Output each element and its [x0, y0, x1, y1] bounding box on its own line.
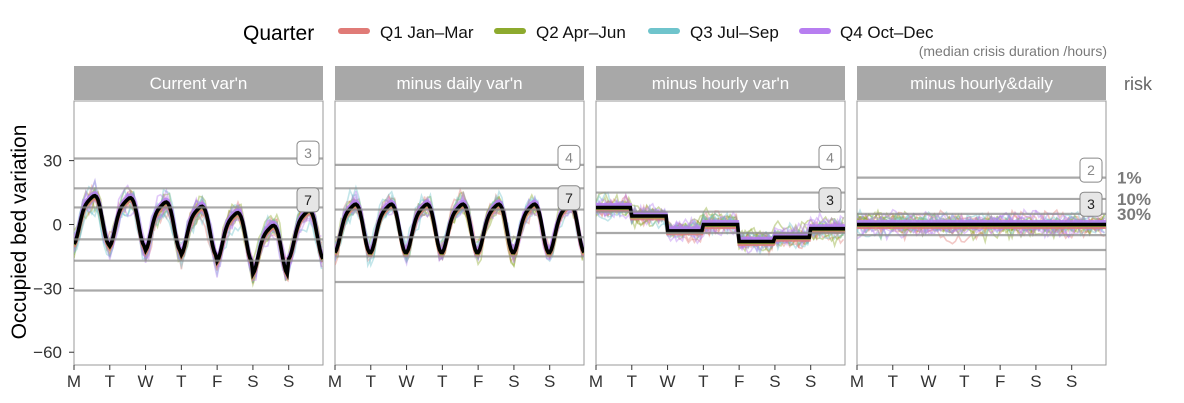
y-tick-label: −60 [33, 343, 62, 362]
overall-mean-line [335, 202, 584, 255]
x-tick-label: W [138, 372, 154, 391]
panel-1: Current var'n 30 0 −30 −60 M T W T F S S 3 7 [33, 66, 324, 391]
legend-swatch-q4 [799, 28, 831, 34]
x-tick-label: S [1066, 372, 1077, 391]
duration-badge-label: 7 [304, 192, 312, 208]
x-tick-label: M [850, 372, 864, 391]
legend-swatch-q1 [338, 28, 370, 34]
panel-title: minus daily var'n [396, 74, 522, 93]
legend-label-q4: Q4 Oct–Dec [840, 23, 934, 42]
panel-strip [74, 66, 323, 100]
x-tick-label: S [1030, 372, 1041, 391]
duration-badge [818, 144, 842, 170]
panel-title: minus hourly&daily [910, 74, 1053, 93]
overall-mean-line [596, 205, 845, 244]
x-tick-label: W [399, 372, 415, 391]
panel-strip [596, 66, 845, 100]
duration-badge-label: 2 [1087, 162, 1095, 178]
legend: Quarter Q1 Jan–Mar Q2 Apr–Jun Q3 Jul–Sep… [243, 22, 934, 45]
panel-title: minus hourly var'n [652, 74, 789, 93]
duration-badge-label: 3 [304, 145, 312, 161]
legend-item-q4: Q4 Oct–Dec [799, 23, 934, 42]
x-tick-label: S [508, 372, 519, 391]
y-tick-label: 30 [43, 152, 62, 171]
x-tick-label: T [959, 372, 969, 391]
x-tick-label: F [473, 372, 483, 391]
x-tick-label: S [544, 372, 555, 391]
risk-level-label: 30% [1117, 205, 1151, 224]
quarter-mean-line [596, 208, 845, 246]
duration-badge [296, 187, 320, 213]
x-tick-label: S [247, 372, 258, 391]
risk-level-label: 10% [1117, 190, 1151, 209]
duration-badge-label: 7 [565, 190, 573, 206]
x-tick-label: M [67, 372, 81, 391]
legend-swatch-q3 [648, 28, 680, 34]
y-tick-label: 0 [53, 215, 62, 234]
duration-badge-label: 3 [1087, 196, 1095, 212]
legend-swatch-q2 [494, 28, 526, 34]
x-tick-label: T [176, 372, 186, 391]
duration-badge [296, 140, 320, 166]
legend-item-q3: Q3 Jul–Sep [648, 23, 779, 42]
duration-badge [557, 185, 581, 211]
panel-strip [335, 66, 584, 100]
panel-strip [857, 66, 1106, 100]
x-tick-label: T [366, 372, 376, 391]
quarter-trace [857, 207, 1106, 233]
panel-2: minus daily var'n M T W T F S S 4 7 [328, 66, 585, 391]
x-tick-label: T [437, 372, 447, 391]
trace-group [596, 191, 845, 257]
legend-item-q1: Q1 Jan–Mar [338, 23, 474, 42]
y-tick-label: −30 [33, 279, 62, 298]
duration-badge-label: 4 [565, 149, 573, 165]
x-tick-label: T [105, 372, 115, 391]
legend-label-q2: Q2 Apr–Jun [536, 23, 626, 42]
legend-label-q3: Q3 Jul–Sep [690, 23, 779, 42]
risk-level-label: 1% [1117, 169, 1142, 188]
duration-badge [818, 187, 842, 213]
duration-badge [557, 144, 581, 170]
x-tick-label: S [769, 372, 780, 391]
panel-title: Current var'n [150, 74, 248, 93]
x-tick-label: T [698, 372, 708, 391]
panel-3: minus hourly var'n M T W T F S S 4 3 [589, 66, 846, 391]
x-tick-label: M [328, 372, 342, 391]
duration-badge [1079, 191, 1103, 217]
x-tick-label: F [995, 372, 1005, 391]
quarter-mean-line [596, 203, 845, 241]
duration-badge-label: 3 [826, 192, 834, 208]
panel-4: minus hourly&daily M T W T F S S 2 3 [850, 66, 1107, 391]
x-tick-label: T [888, 372, 898, 391]
x-tick-label: T [627, 372, 637, 391]
legend-title: Quarter [243, 22, 314, 45]
legend-item-q2: Q2 Apr–Jun [494, 23, 626, 42]
x-tick-label: S [805, 372, 816, 391]
x-tick-label: F [734, 372, 744, 391]
panel-frame [856, 100, 1107, 366]
duration-badge-label: 4 [826, 149, 834, 165]
y-axis-label: Occupied bed variation [8, 125, 31, 340]
x-tick-label: M [589, 372, 603, 391]
duration-badge [1079, 157, 1103, 183]
x-tick-label: W [921, 372, 937, 391]
x-tick-label: S [283, 372, 294, 391]
x-tick-label: F [212, 372, 222, 391]
risk-title: risk [1124, 74, 1153, 94]
x-tick-label: W [660, 372, 676, 391]
chart-note: (median crisis duration /hours) [919, 43, 1107, 59]
legend-label-q1: Q1 Jan–Mar [380, 23, 474, 42]
